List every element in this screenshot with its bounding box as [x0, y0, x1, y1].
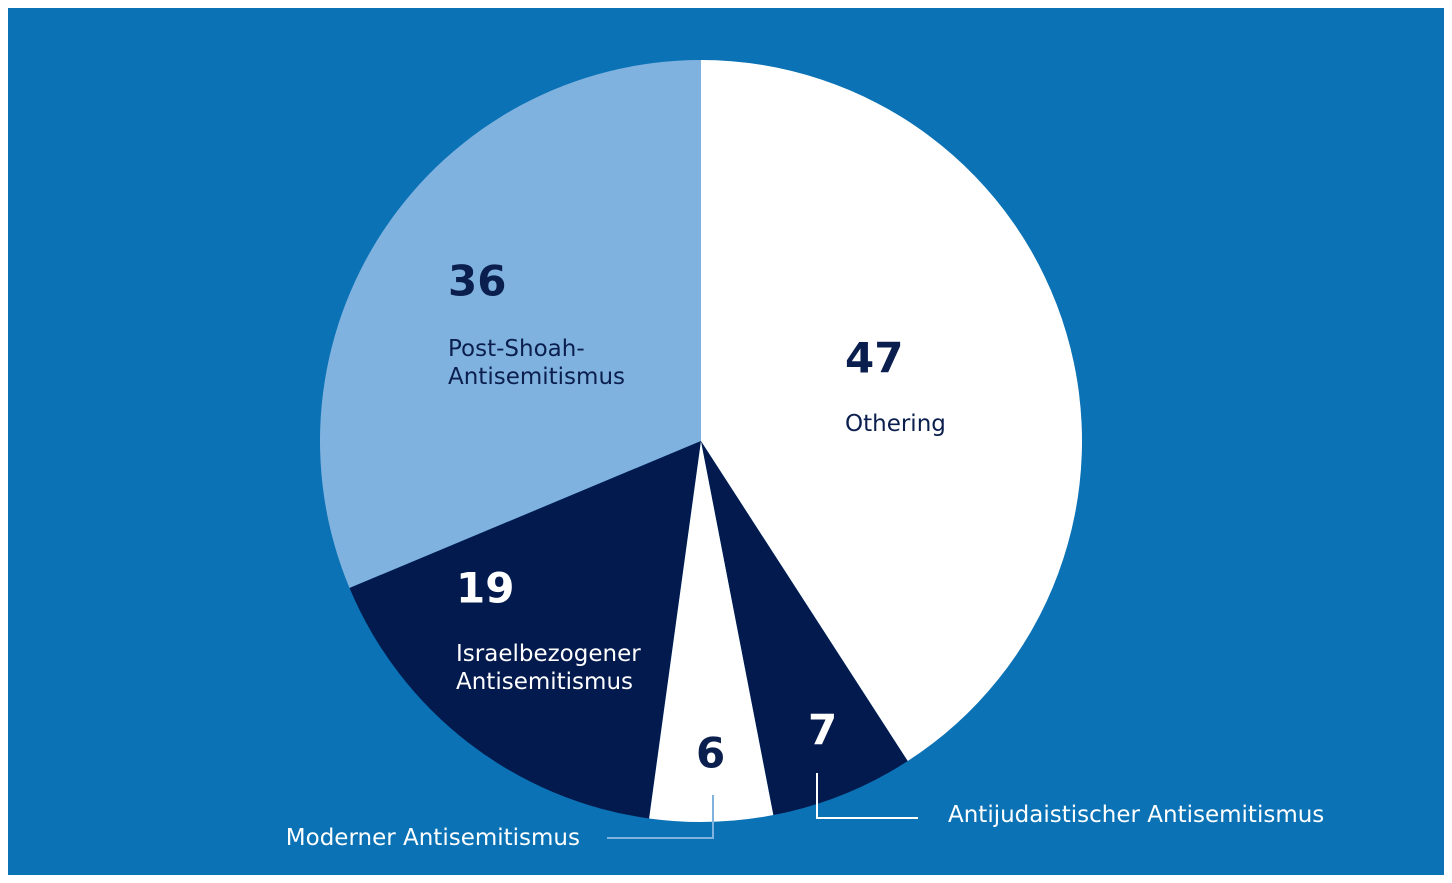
category-label: Antijudaistischer Antisemitismus [948, 802, 1325, 828]
chart: 47 Othering 7 Antijudaistischer Antisemitis… [8, 8, 1444, 875]
pie-canvas [320, 60, 1082, 839]
category-label: Othering [845, 411, 946, 437]
value-label: 47 [845, 333, 904, 383]
pie-slice [701, 441, 908, 816]
value-label: 6 [696, 728, 726, 778]
pie-slice [320, 60, 701, 589]
category-label: Post-Shoah-Antisemitismus [448, 336, 626, 390]
pie-slice [649, 441, 774, 822]
value-label: 19 [456, 563, 515, 613]
pie-slice [701, 60, 1082, 762]
value-label: 7 [808, 705, 838, 755]
pie-slice [349, 441, 701, 819]
value-label: 36 [448, 256, 507, 306]
category-label: Israelbezogener Antisemitismus [456, 641, 641, 695]
leader-line [607, 795, 714, 839]
leader-line [816, 773, 918, 819]
category-label: Moderner Antisemitismus [285, 825, 580, 851]
